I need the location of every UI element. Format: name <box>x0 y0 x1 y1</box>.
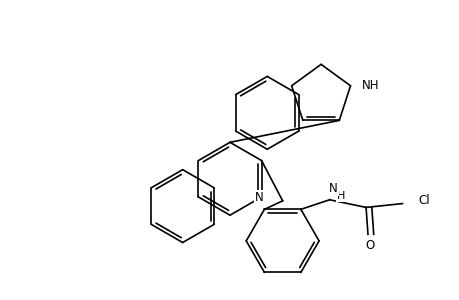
Text: N: N <box>328 182 337 195</box>
Text: Cl: Cl <box>418 194 430 207</box>
Text: O: O <box>364 239 374 252</box>
Text: NH: NH <box>361 79 379 92</box>
Text: N: N <box>255 191 263 204</box>
Text: H: H <box>336 191 345 201</box>
